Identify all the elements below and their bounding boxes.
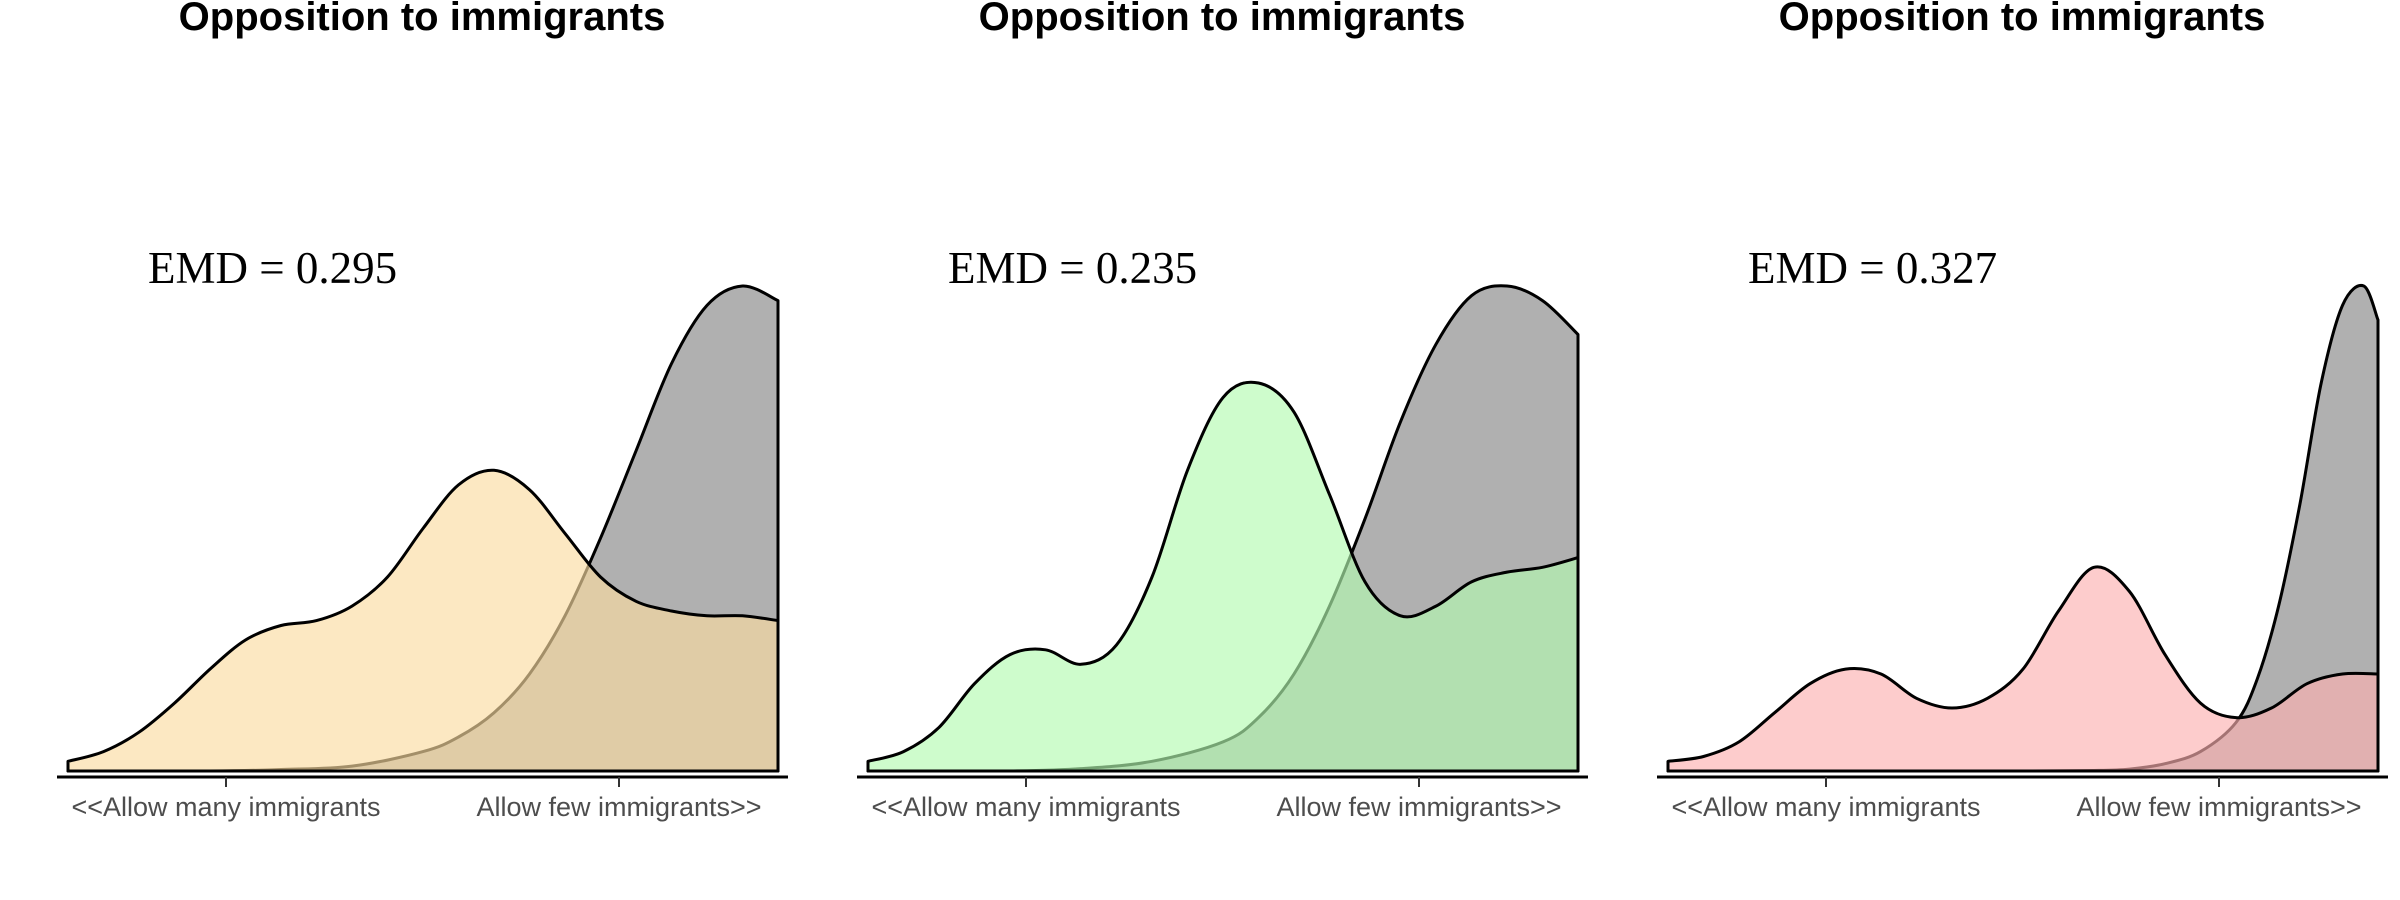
panel-2-area-group <box>866 380 1580 773</box>
panel-2-title: Opposition to immigrants <box>979 0 1466 39</box>
panel-3-tick-label-right: Allow few immigrants>> <box>2076 792 2361 822</box>
panel-1: Opposition to immigrants EMD = 0.295 <<A… <box>57 0 788 822</box>
panel-1-density-areas <box>66 284 780 773</box>
panel-1-title: Opposition to immigrants <box>179 0 666 39</box>
panel-1-area-group <box>66 468 780 773</box>
panel-3-title: Opposition to immigrants <box>1779 0 2266 39</box>
panel-2-emd-label: EMD = 0.235 <box>948 243 1197 293</box>
panel-3-area-group <box>1666 565 2380 773</box>
panel-2: Opposition to immigrants EMD = 0.235 <<A… <box>857 0 1588 822</box>
panel-3: Opposition to immigrants EMD = 0.327 <<A… <box>1657 0 2388 822</box>
panel-3-density-areas <box>1666 283 2380 773</box>
panel-2-density-areas <box>866 284 1580 773</box>
panel-2-tick-label-left: <<Allow many immigrants <box>871 792 1180 822</box>
panel-3-tick-label-left: <<Allow many immigrants <box>1671 792 1980 822</box>
panel-1-emd-label: EMD = 0.295 <box>148 243 397 293</box>
panel-1-tick-label-left: <<Allow many immigrants <box>71 792 380 822</box>
panel-1-tick-label-right: Allow few immigrants>> <box>476 792 761 822</box>
panel-2-tick-label-right: Allow few immigrants>> <box>1276 792 1561 822</box>
panel-3-emd-label: EMD = 0.327 <box>1748 243 1997 293</box>
